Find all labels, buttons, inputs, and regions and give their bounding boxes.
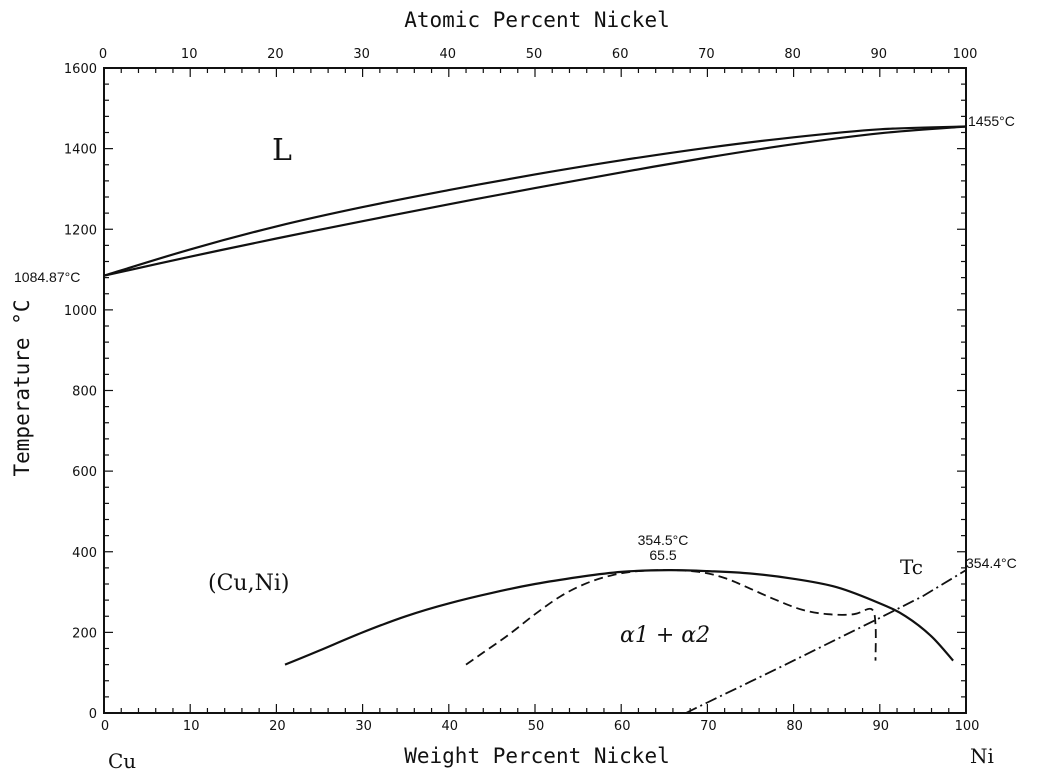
x2-tick-label: 40 [440,47,457,62]
liquidus-line [103,125,967,277]
left-component-label: Cu [108,749,136,772]
plot-border [103,67,967,714]
y-tick-label: 1200 [64,223,97,238]
plot-frame [103,67,967,714]
critical-temperature-label: 354.5°C [638,532,689,548]
x2-tick-label: 100 [953,47,978,62]
x-tick-label: 70 [700,719,717,734]
liquid-region-label: L [272,133,292,168]
tick-labels: 0 10 20 30 40 50 60 70 80 90 1000 10 20 30 40 50 60 70 80 9… [64,47,980,734]
x2-tick-label: 50 [526,47,543,62]
x2-tick-label: 20 [267,47,284,62]
x2-tick-label: 90 [871,47,888,62]
y-tick-label: 600 [72,465,97,480]
y-axis-title: Temperature °C [10,299,34,476]
tc-curve [685,569,967,714]
critical-composition-label: 65.5 [649,547,676,563]
x-tick-label: 60 [614,719,631,734]
right-component-label: Ni [970,744,994,768]
solid-solution-region-label: (Cu,Ni) [208,571,289,596]
x2-axis-title: Atomic Percent Nickel [404,8,670,32]
x-tick-label: 50 [528,719,545,734]
x-tick-label: 20 [269,719,286,734]
x-axis-title: Weight Percent Nickel [404,744,670,768]
x-tick-label: 100 [955,719,980,734]
tc-curve-label: Tc [900,555,923,579]
miscibility-gap-boundary [284,568,954,666]
x-tick-label: 40 [442,719,459,734]
y-tick-label: 200 [72,626,97,641]
x2-tick-label: 30 [353,47,370,62]
tc-endpoint-label: 354.4°C [966,555,1017,571]
x2-tick-label: 70 [698,47,715,62]
miscibility-gap-region-label: α1 + α2 [620,623,710,648]
axis-ticks [103,67,967,714]
x-tick-label: 10 [183,719,200,734]
ni-melting-label: 1455°C [968,113,1015,129]
x-tick-label: 0 [101,719,109,734]
x2-tick-label: 60 [612,47,629,62]
phase-boundaries [103,125,967,714]
x2-tick-label: 80 [784,47,801,62]
x-tick-label: 80 [786,719,803,734]
spinodal-curve [465,569,877,666]
y-tick-label: 1000 [64,304,97,319]
x2-tick-label: 10 [181,47,198,62]
y-tick-label: 400 [72,546,97,561]
y-tick-label: 0 [89,707,97,722]
x-tick-label: 90 [873,719,890,734]
y-tick-label: 800 [72,385,97,400]
y-tick-label: 1400 [64,143,97,158]
solidus-line [103,125,967,277]
cu-melting-label: 1084.87°C [14,269,80,285]
x-tick-label: 30 [355,719,372,734]
y-tick-label: 1600 [64,62,97,77]
x2-tick-label: 0 [99,47,107,62]
